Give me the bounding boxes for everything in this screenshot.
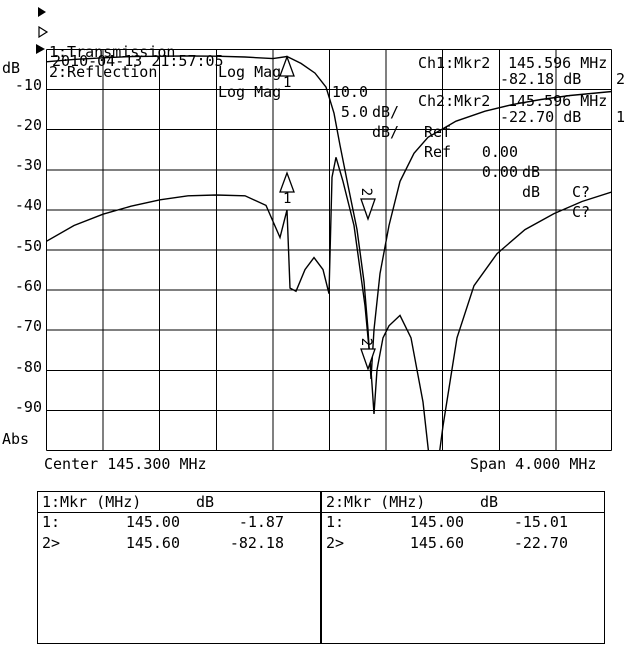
channel-1-ref-value[interactable]: 0.00 xyxy=(481,143,518,161)
active-trace-pointer-icon xyxy=(36,44,45,54)
marker-readout-2-channel: Ch2:Mkr2 xyxy=(418,92,491,110)
marker-table-1-row-2-db: -82.18 xyxy=(229,534,284,552)
marker-table-2-row-2-db: -22.70 xyxy=(513,534,568,552)
marker-readout-1-frequency: 145.596 MHz xyxy=(508,54,608,72)
channel-1-format[interactable]: Log Mag xyxy=(218,63,282,81)
marker-table-1-row-2-freq: 145.60 xyxy=(125,534,180,552)
marker-table-2-header: 2:Mkr (MHz) dB xyxy=(322,492,604,513)
graticule-marker-2-transmission-label: 2 xyxy=(358,337,375,347)
y-tick-label-0: -10 xyxy=(14,76,42,94)
channel-2-format[interactable]: Log Mag xyxy=(218,83,282,101)
y-axis-mode-label: Abs xyxy=(2,430,30,448)
marker-table-2-row-1[interactable]: 1: 145.00 -15.01 xyxy=(322,513,604,534)
marker-readout-1-value: -82.18 dB xyxy=(500,70,582,88)
graticule-marker-1-transmission[interactable] xyxy=(279,55,295,77)
marker-table-2-title: 2:Mkr (MHz) xyxy=(326,493,426,511)
channel-2-ref-label: Ref xyxy=(424,143,452,161)
y-tick-label-6: -70 xyxy=(14,317,42,335)
marker-readout-1-channel: Ch1:Mkr2 xyxy=(418,54,491,72)
marker-table-1-row-1-id: 1: xyxy=(42,513,61,531)
marker-table-channel-2: 2:Mkr (MHz) dB 1: 145.00 -15.01 2> 145.6… xyxy=(321,491,605,644)
timestamp-label: 2010-04-13 21:57:05 xyxy=(52,52,224,70)
y-tick-label-7: -80 xyxy=(14,358,42,376)
marker-table-1-row-2[interactable]: 2> 145.60 -82.18 xyxy=(38,534,320,555)
marker-table-2-unit: dB xyxy=(480,493,499,511)
x-axis-center-label[interactable]: Center 145.300 MHz xyxy=(44,455,207,473)
channel-2-cal-status: C? xyxy=(572,203,591,221)
y-tick-marks xyxy=(46,89,53,411)
marker-table-1-unit: dB xyxy=(196,493,215,511)
y-axis-unit-label: dB xyxy=(2,59,21,77)
channel-2-ref-unit: dB xyxy=(522,183,541,201)
channel-1-active-pointer-icon xyxy=(38,7,46,17)
right-edge-trace-number-1: 1 xyxy=(616,108,626,126)
graticule-plot-area[interactable]: 1 1 2 2 xyxy=(46,49,612,451)
channel-row-1[interactable]: 1:Transmission Log Mag 10.0 dB/ Ref 0.00… xyxy=(0,2,640,201)
channel-1-ref-unit: dB xyxy=(522,163,541,181)
graticule-marker-2-transmission[interactable] xyxy=(360,348,376,371)
marker-readout-2-value: -22.70 dB xyxy=(500,108,582,126)
channel-1-scale[interactable]: 10.0 xyxy=(331,83,368,101)
channel-2-scale[interactable]: 5.0 xyxy=(340,103,368,121)
marker-readout-2-frequency: 145.596 MHz xyxy=(508,92,608,110)
marker-table-1-row-1-freq: 145.00 xyxy=(125,513,180,531)
right-edge-trace-number-2: 2 xyxy=(616,70,626,88)
y-tick-label-1: -20 xyxy=(14,116,42,134)
trace-plot-svg xyxy=(46,49,612,451)
channel-2-ref-value[interactable]: 0.00 xyxy=(481,163,518,181)
trace-transmission xyxy=(46,55,612,380)
trace-reflection xyxy=(46,157,612,451)
marker-table-1-row-1[interactable]: 1: 145.00 -1.87 xyxy=(38,513,320,534)
channel-row-2[interactable]: 2:Reflection Log Mag 5.0 dB/ Ref 0.00 dB… xyxy=(0,22,640,221)
y-tick-label-5: -60 xyxy=(14,277,42,295)
channel-2-scale-unit: dB/ xyxy=(372,123,400,141)
graticule-marker-1-reflection[interactable] xyxy=(279,171,295,193)
graticule-marker-2-reflection[interactable] xyxy=(360,198,376,221)
marker-table-1-title: 1:Mkr (MHz) xyxy=(42,493,142,511)
marker-table-2-row-2-freq: 145.60 xyxy=(409,534,464,552)
y-tick-label-2: -30 xyxy=(14,156,42,174)
y-tick-label-8: -90 xyxy=(14,398,42,416)
marker-table-2-row-1-freq: 145.00 xyxy=(409,513,464,531)
marker-table-2-row-1-id: 1: xyxy=(326,513,345,531)
marker-table-1-header: 1:Mkr (MHz) dB xyxy=(38,492,320,513)
y-tick-label-3: -40 xyxy=(14,196,42,214)
marker-table-2-row-1-db: -15.01 xyxy=(513,513,568,531)
marker-table-channel-1: 1:Mkr (MHz) dB 1: 145.00 -1.87 2> 145.60… xyxy=(37,491,321,644)
channel-2-inactive-pointer-icon xyxy=(38,26,49,38)
marker-table-1-row-2-id: 2> xyxy=(42,534,61,552)
x-axis-span-label[interactable]: Span 4.000 MHz xyxy=(470,455,597,473)
graticule-marker-1-transmission-label: 1 xyxy=(283,75,292,91)
graticule-marker-2-reflection-label: 2 xyxy=(358,187,375,197)
channel-1-scale-unit: dB/ xyxy=(372,103,400,121)
marker-table-2-row-2[interactable]: 2> 145.60 -22.70 xyxy=(322,534,604,555)
channel-1-cal-status: C? xyxy=(572,183,591,201)
graticule-marker-1-reflection-label: 1 xyxy=(283,191,292,207)
marker-table-2-row-2-id: 2> xyxy=(326,534,345,552)
marker-table-1-row-1-db: -1.87 xyxy=(238,513,284,531)
y-tick-label-4: -50 xyxy=(14,237,42,255)
